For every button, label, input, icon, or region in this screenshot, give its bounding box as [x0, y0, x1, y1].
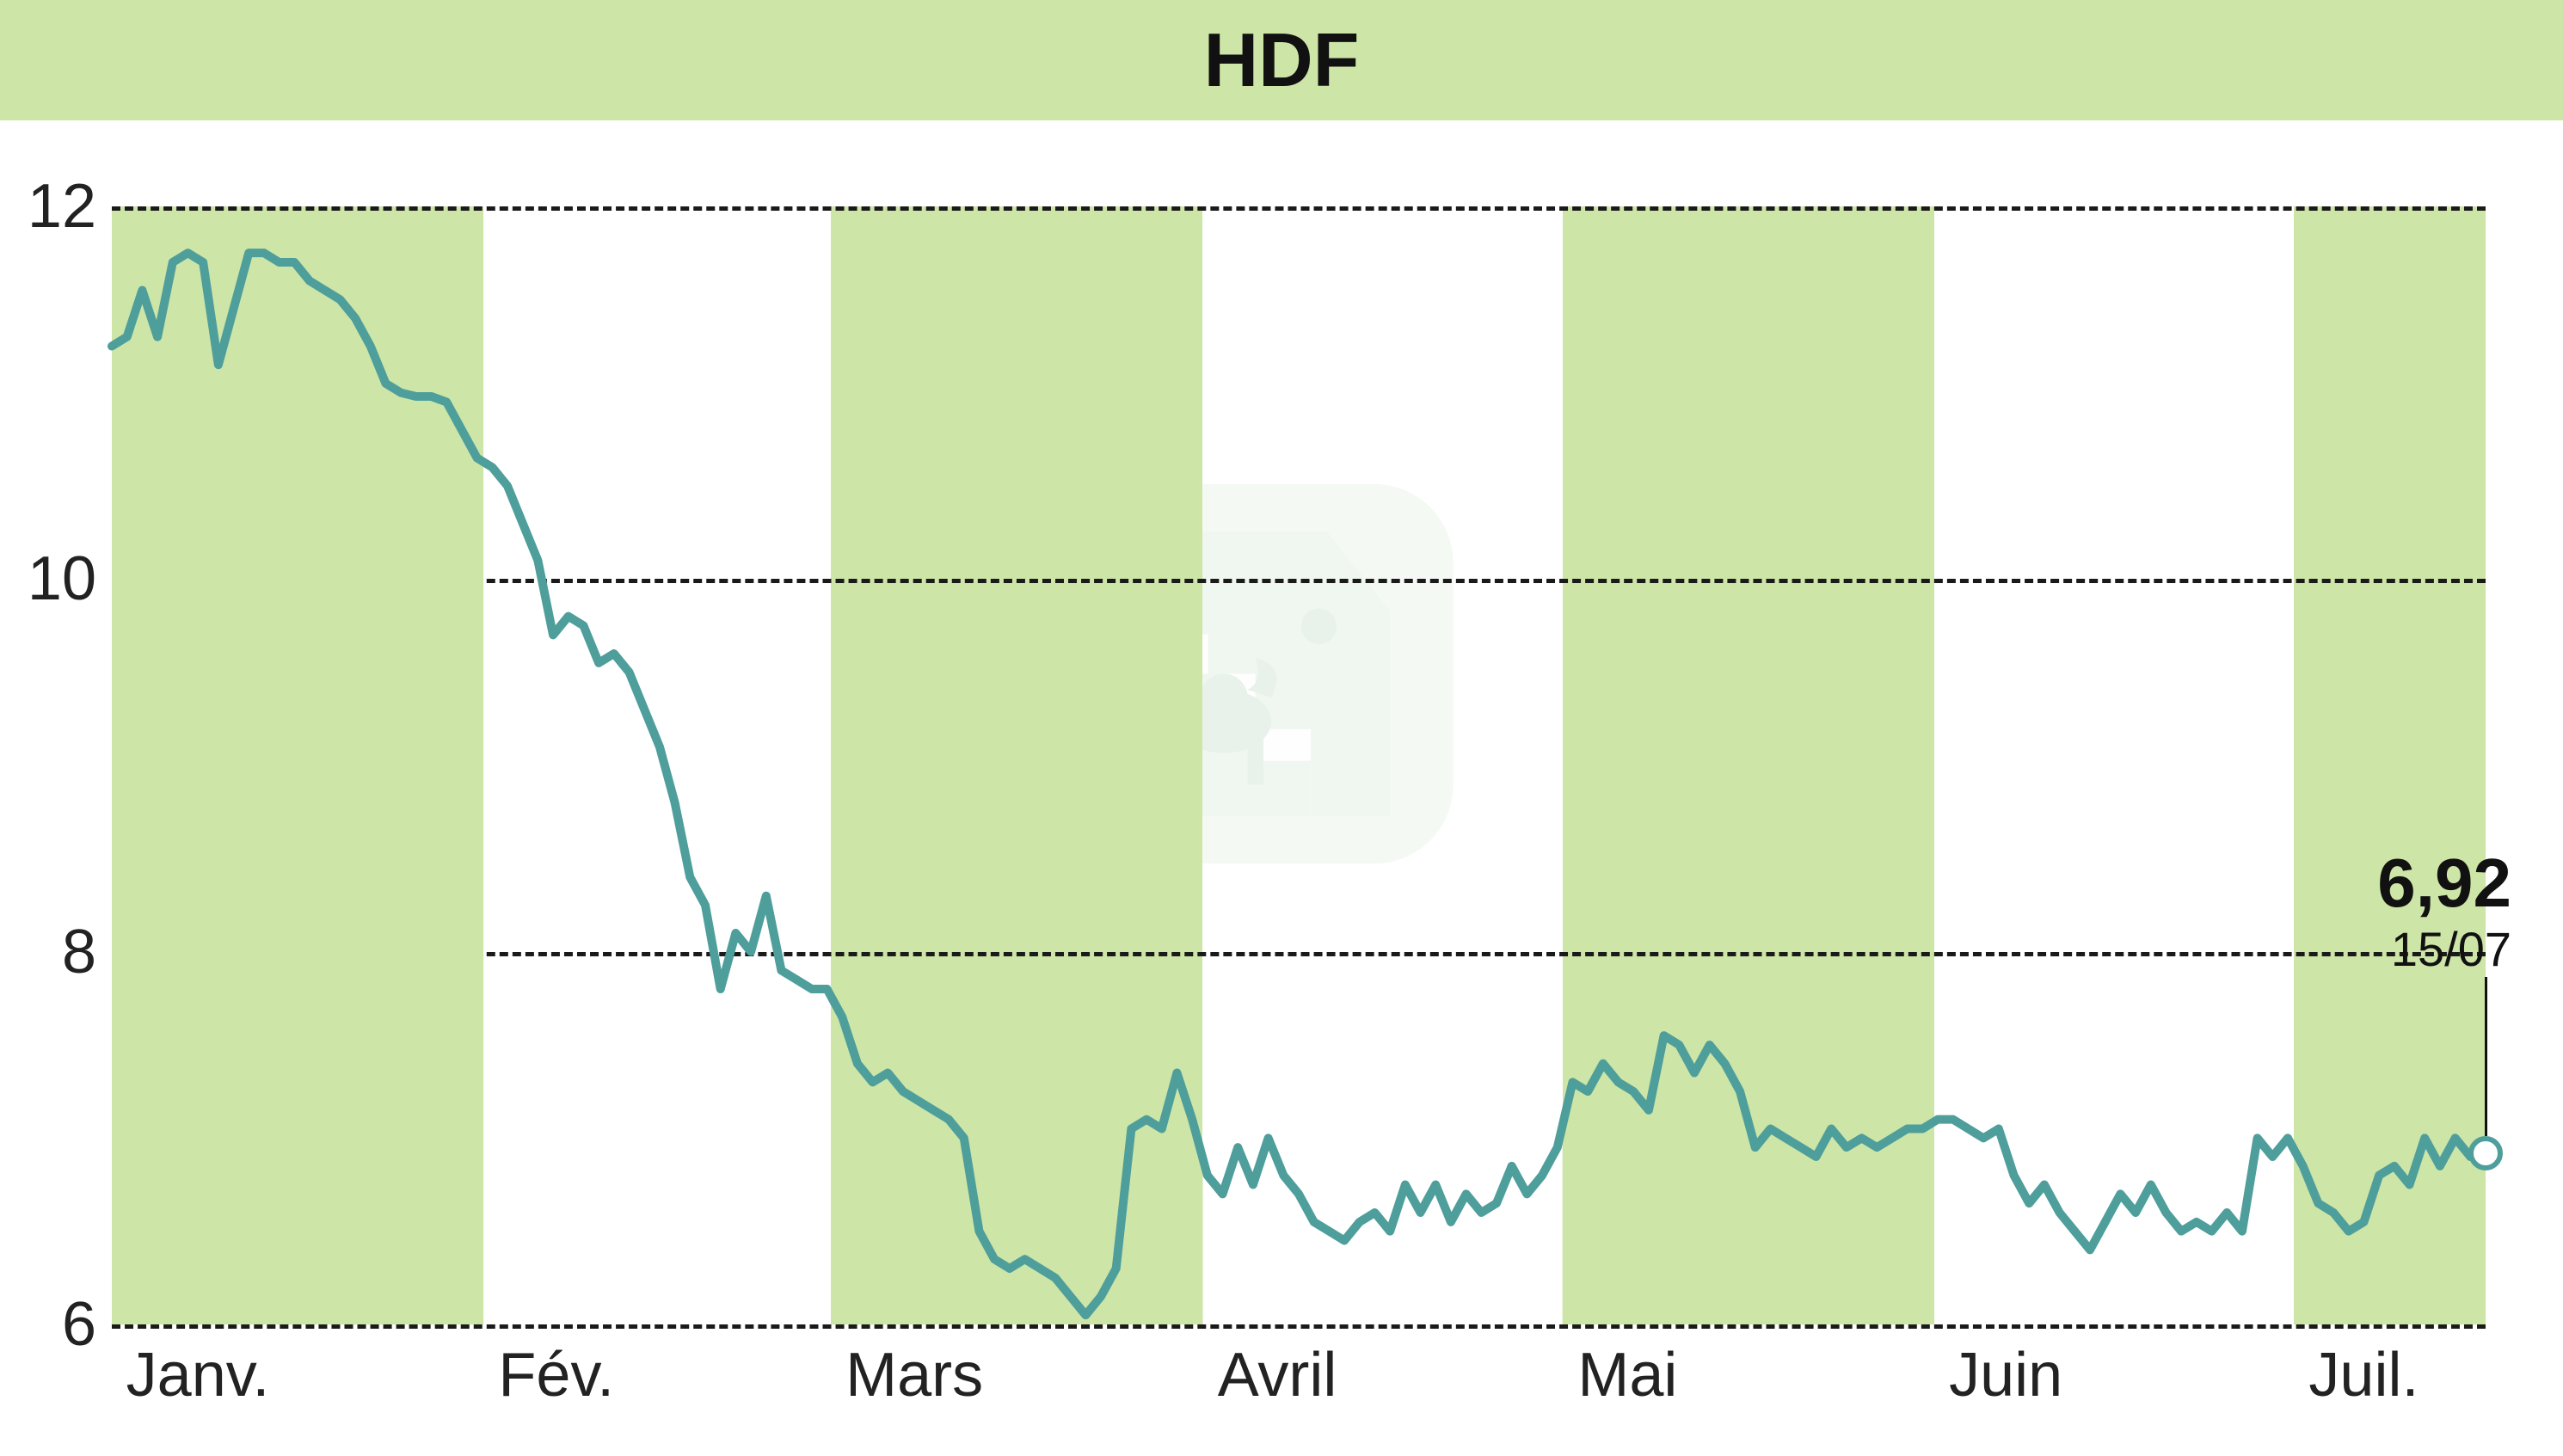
chart-container: { "canvas": { "width": 2980, "height": 1… — [0, 0, 2563, 1456]
last-value-leader-line — [2485, 977, 2487, 1136]
y-tick-label: 8 — [62, 917, 112, 987]
price-line-chart — [112, 206, 2486, 1324]
last-date-label: 15/07 — [2331, 921, 2511, 977]
x-tick-label: Juin — [1949, 1324, 2062, 1410]
x-tick-label: Mars — [845, 1324, 983, 1410]
chart-title-bar: HDF — [0, 0, 2563, 120]
y-tick-label: 6 — [62, 1289, 112, 1360]
y-tick-label: 10 — [28, 544, 112, 614]
y-tick-label: 12 — [28, 171, 112, 242]
chart-title: HDF — [1204, 17, 1360, 102]
chart-plot-area: 681012 Janv.Fév.MarsAvrilMaiJuinJuil. 6,… — [112, 206, 2486, 1324]
price-area-fill — [112, 253, 2486, 1324]
last-value-label: 6,92 — [2331, 844, 2511, 923]
last-value-marker — [2468, 1136, 2503, 1170]
x-tick-label: Janv. — [126, 1324, 270, 1410]
x-tick-label: Avril — [1218, 1324, 1337, 1410]
x-tick-label: Fév. — [498, 1324, 614, 1410]
x-tick-label: Mai — [1577, 1324, 1677, 1410]
x-tick-label: Juil. — [2308, 1324, 2419, 1410]
